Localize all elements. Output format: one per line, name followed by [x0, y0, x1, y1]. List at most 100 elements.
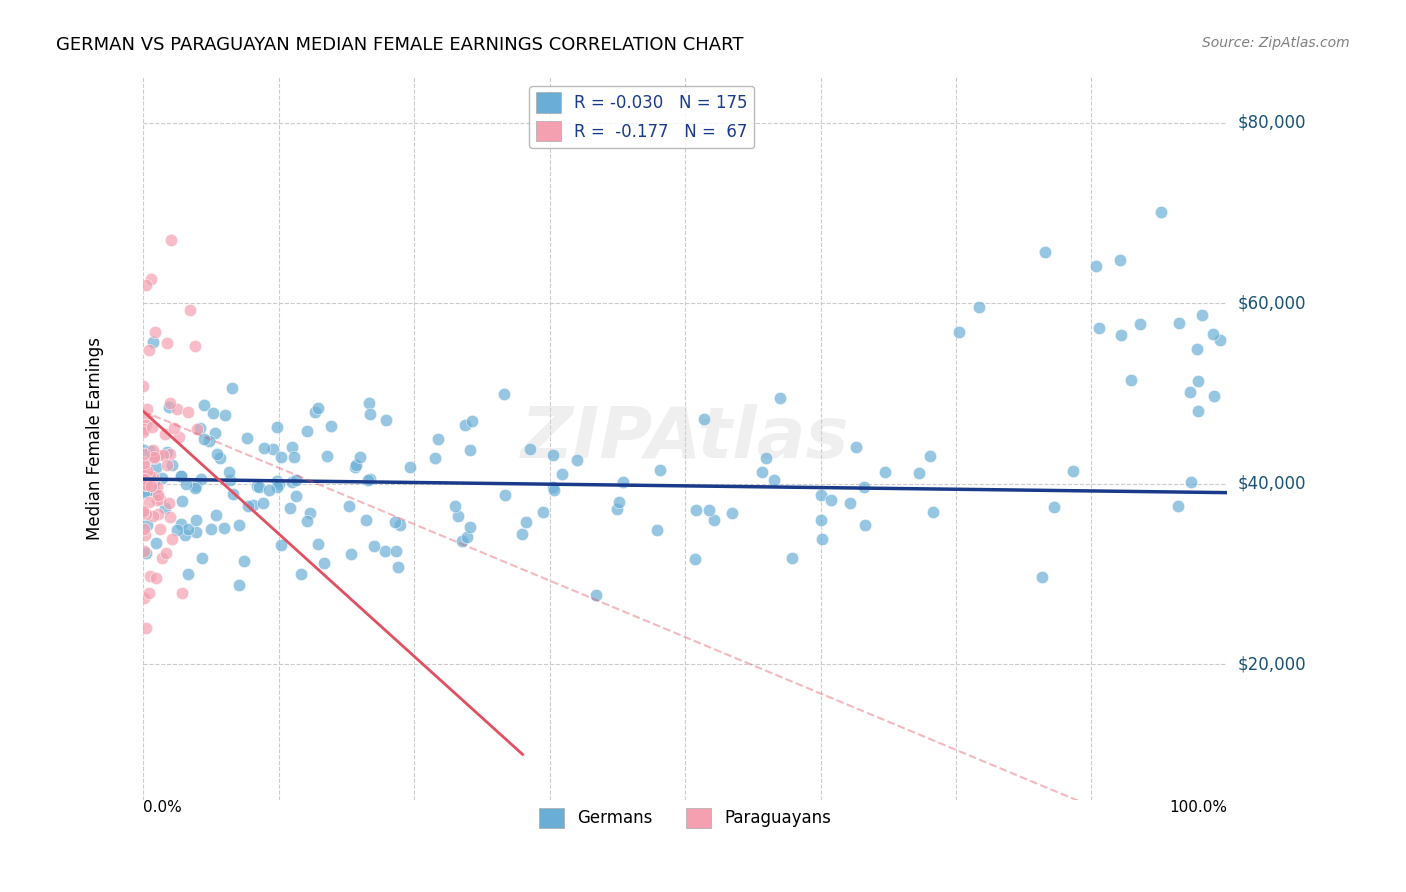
Point — [461, 414, 484, 428]
Point — [139, 479, 162, 493]
Text: ZIPAtlas: ZIPAtlas — [520, 404, 849, 473]
Point — [285, 473, 308, 487]
Point — [515, 515, 537, 529]
Text: GERMAN VS PARAGUAYAN MEDIAN FEMALE EARNINGS CORRELATION CHART: GERMAN VS PARAGUAYAN MEDIAN FEMALE EARNI… — [56, 36, 744, 54]
Point — [845, 440, 868, 454]
Point — [399, 460, 422, 475]
Point — [209, 451, 232, 466]
Point — [606, 502, 628, 516]
Point — [697, 503, 720, 517]
Point — [155, 546, 177, 560]
Point — [177, 567, 200, 582]
Point — [1167, 499, 1189, 513]
Point — [1187, 403, 1209, 417]
Point — [142, 470, 165, 484]
Point — [284, 489, 307, 503]
Point — [135, 478, 157, 492]
Point — [138, 569, 160, 583]
Point — [838, 496, 860, 510]
Point — [307, 401, 329, 416]
Point — [585, 588, 607, 602]
Point — [1043, 500, 1066, 515]
Point — [159, 509, 181, 524]
Point — [252, 496, 274, 510]
Point — [142, 508, 165, 523]
Point — [612, 475, 634, 490]
Point — [290, 566, 312, 581]
Point — [647, 523, 669, 537]
Point — [703, 512, 725, 526]
Point — [356, 512, 378, 526]
Point — [810, 532, 832, 546]
Point — [132, 459, 155, 474]
Point — [177, 522, 200, 536]
Point — [1167, 316, 1189, 330]
Text: Source: ZipAtlas.com: Source: ZipAtlas.com — [1202, 36, 1350, 50]
Point — [145, 480, 167, 494]
Point — [132, 468, 155, 483]
Point — [451, 534, 474, 549]
Point — [205, 508, 228, 523]
Point — [755, 451, 778, 466]
Point — [132, 472, 155, 486]
Point — [138, 343, 160, 357]
Point — [1209, 333, 1232, 347]
Point — [458, 519, 481, 533]
Point — [763, 473, 786, 487]
Point — [1062, 464, 1084, 478]
Point — [908, 467, 931, 481]
Point — [492, 387, 515, 401]
Point — [312, 556, 335, 570]
Point — [202, 405, 225, 419]
Point — [257, 483, 280, 497]
Point — [1129, 317, 1152, 331]
Point — [648, 463, 671, 477]
Point — [132, 425, 155, 439]
Point — [967, 300, 990, 314]
Point — [135, 278, 157, 293]
Point — [191, 551, 214, 566]
Point — [1180, 475, 1202, 489]
Point — [141, 448, 163, 462]
Point — [204, 426, 226, 441]
Point — [138, 495, 160, 509]
Point — [159, 396, 181, 410]
Point — [163, 421, 186, 435]
Point — [193, 433, 215, 447]
Point — [166, 523, 188, 537]
Point — [242, 498, 264, 512]
Point — [873, 466, 896, 480]
Point — [152, 448, 174, 462]
Point — [135, 546, 157, 560]
Point — [852, 481, 875, 495]
Text: $40,000: $40,000 — [1239, 475, 1306, 492]
Point — [458, 443, 481, 458]
Point — [1109, 252, 1132, 267]
Point — [143, 450, 166, 465]
Point — [145, 536, 167, 550]
Point — [134, 591, 156, 605]
Point — [188, 421, 211, 435]
Point — [387, 559, 409, 574]
Point — [543, 480, 565, 494]
Point — [810, 488, 832, 502]
Point — [920, 449, 942, 463]
Point — [262, 442, 284, 457]
Point — [855, 518, 877, 533]
Point — [685, 502, 707, 516]
Point — [172, 494, 194, 508]
Point — [156, 336, 179, 351]
Point — [138, 468, 160, 483]
Point — [565, 453, 588, 467]
Point — [153, 501, 176, 516]
Point — [143, 325, 166, 339]
Point — [266, 475, 288, 489]
Point — [135, 418, 157, 433]
Point — [170, 516, 193, 531]
Point — [136, 483, 159, 498]
Point — [184, 339, 207, 353]
Point — [1204, 389, 1226, 403]
Point — [132, 506, 155, 520]
Point — [1087, 320, 1109, 334]
Point — [183, 481, 205, 495]
